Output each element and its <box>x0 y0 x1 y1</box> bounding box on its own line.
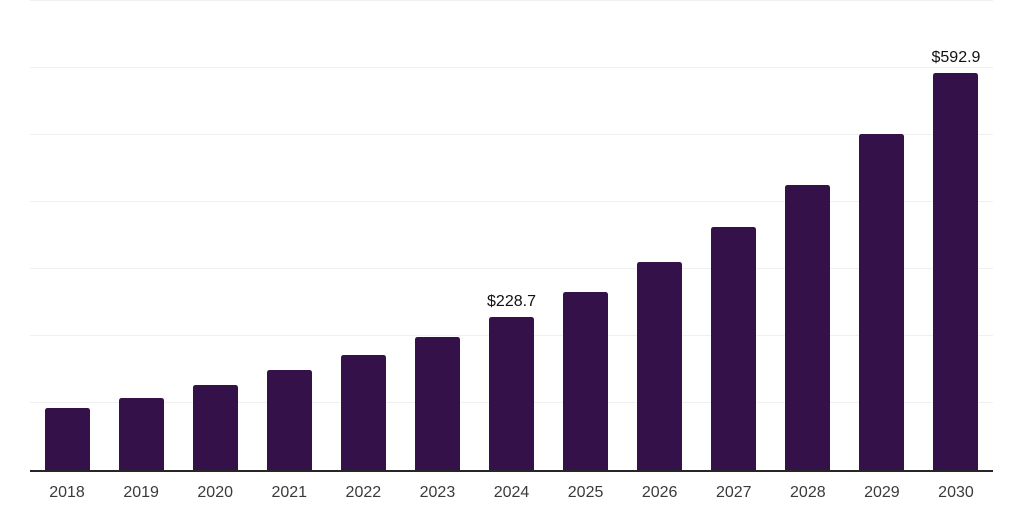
bar-slot-2019 <box>104 0 178 470</box>
bar-slot-2027 <box>697 0 771 470</box>
x-tick-label-2023: 2023 <box>419 484 456 501</box>
bar-slot-2030: $592.9 <box>919 0 993 470</box>
bar-slot-2026 <box>623 0 697 470</box>
gridline <box>30 134 993 135</box>
bar-2021 <box>266 370 312 470</box>
x-tick-label-2019: 2019 <box>123 484 159 501</box>
bar-slot-2024: $228.7 <box>474 0 548 470</box>
bar-2029 <box>859 133 905 470</box>
gridline <box>30 268 993 269</box>
gridline <box>30 67 993 68</box>
bar-2023 <box>414 337 460 470</box>
bar-slot-2022 <box>326 0 400 470</box>
x-tick-label-2030: 2030 <box>938 484 974 501</box>
x-axis-labels: 2018 2019 2020 2021 2022 2023 2024 2025 2026 2027… <box>30 484 993 502</box>
bar-2027 <box>711 227 757 470</box>
bar-2020 <box>192 385 238 470</box>
x-tick-label-2028: 2028 <box>790 484 826 501</box>
x-tick-label-2027: 2027 <box>715 484 752 501</box>
x-tick-label-2018: 2018 <box>49 484 85 501</box>
x-tick-label-2020: 2020 <box>197 484 233 501</box>
bar-slot-2028 <box>771 0 845 470</box>
bar-2026 <box>637 262 683 470</box>
bar-2018 <box>44 408 90 470</box>
bar-2025 <box>563 292 609 470</box>
bar-slot-2018 <box>30 0 104 470</box>
bars: $228.7 $592.9 <box>30 0 993 470</box>
x-tick-label-2022: 2022 <box>345 484 382 501</box>
bar-value-label-2030: $592.9 <box>931 48 981 66</box>
plot-area: $228.7 $592.9 <box>30 0 993 472</box>
x-tick-label-2026: 2026 <box>641 484 678 501</box>
bar-slot-2025 <box>549 0 623 470</box>
bar-2030 <box>933 72 979 470</box>
bar-slot-2029 <box>845 0 919 470</box>
bar-2022 <box>340 355 386 470</box>
bar-2024 <box>489 316 534 470</box>
x-tick-label-2024: 2024 <box>493 484 530 501</box>
bar-2019 <box>118 397 164 470</box>
x-tick-label-2029: 2029 <box>864 484 900 501</box>
gridline <box>30 201 993 202</box>
gridline <box>30 0 993 1</box>
bar-slot-2020 <box>178 0 252 470</box>
bar-2028 <box>785 184 831 470</box>
x-tick-label-2021: 2021 <box>271 484 308 501</box>
bar-slot-2021 <box>252 0 326 470</box>
bar-slot-2023 <box>400 0 474 470</box>
x-tick-label-2025: 2025 <box>567 484 604 501</box>
bar-value-label-2024: $228.7 <box>487 292 536 310</box>
